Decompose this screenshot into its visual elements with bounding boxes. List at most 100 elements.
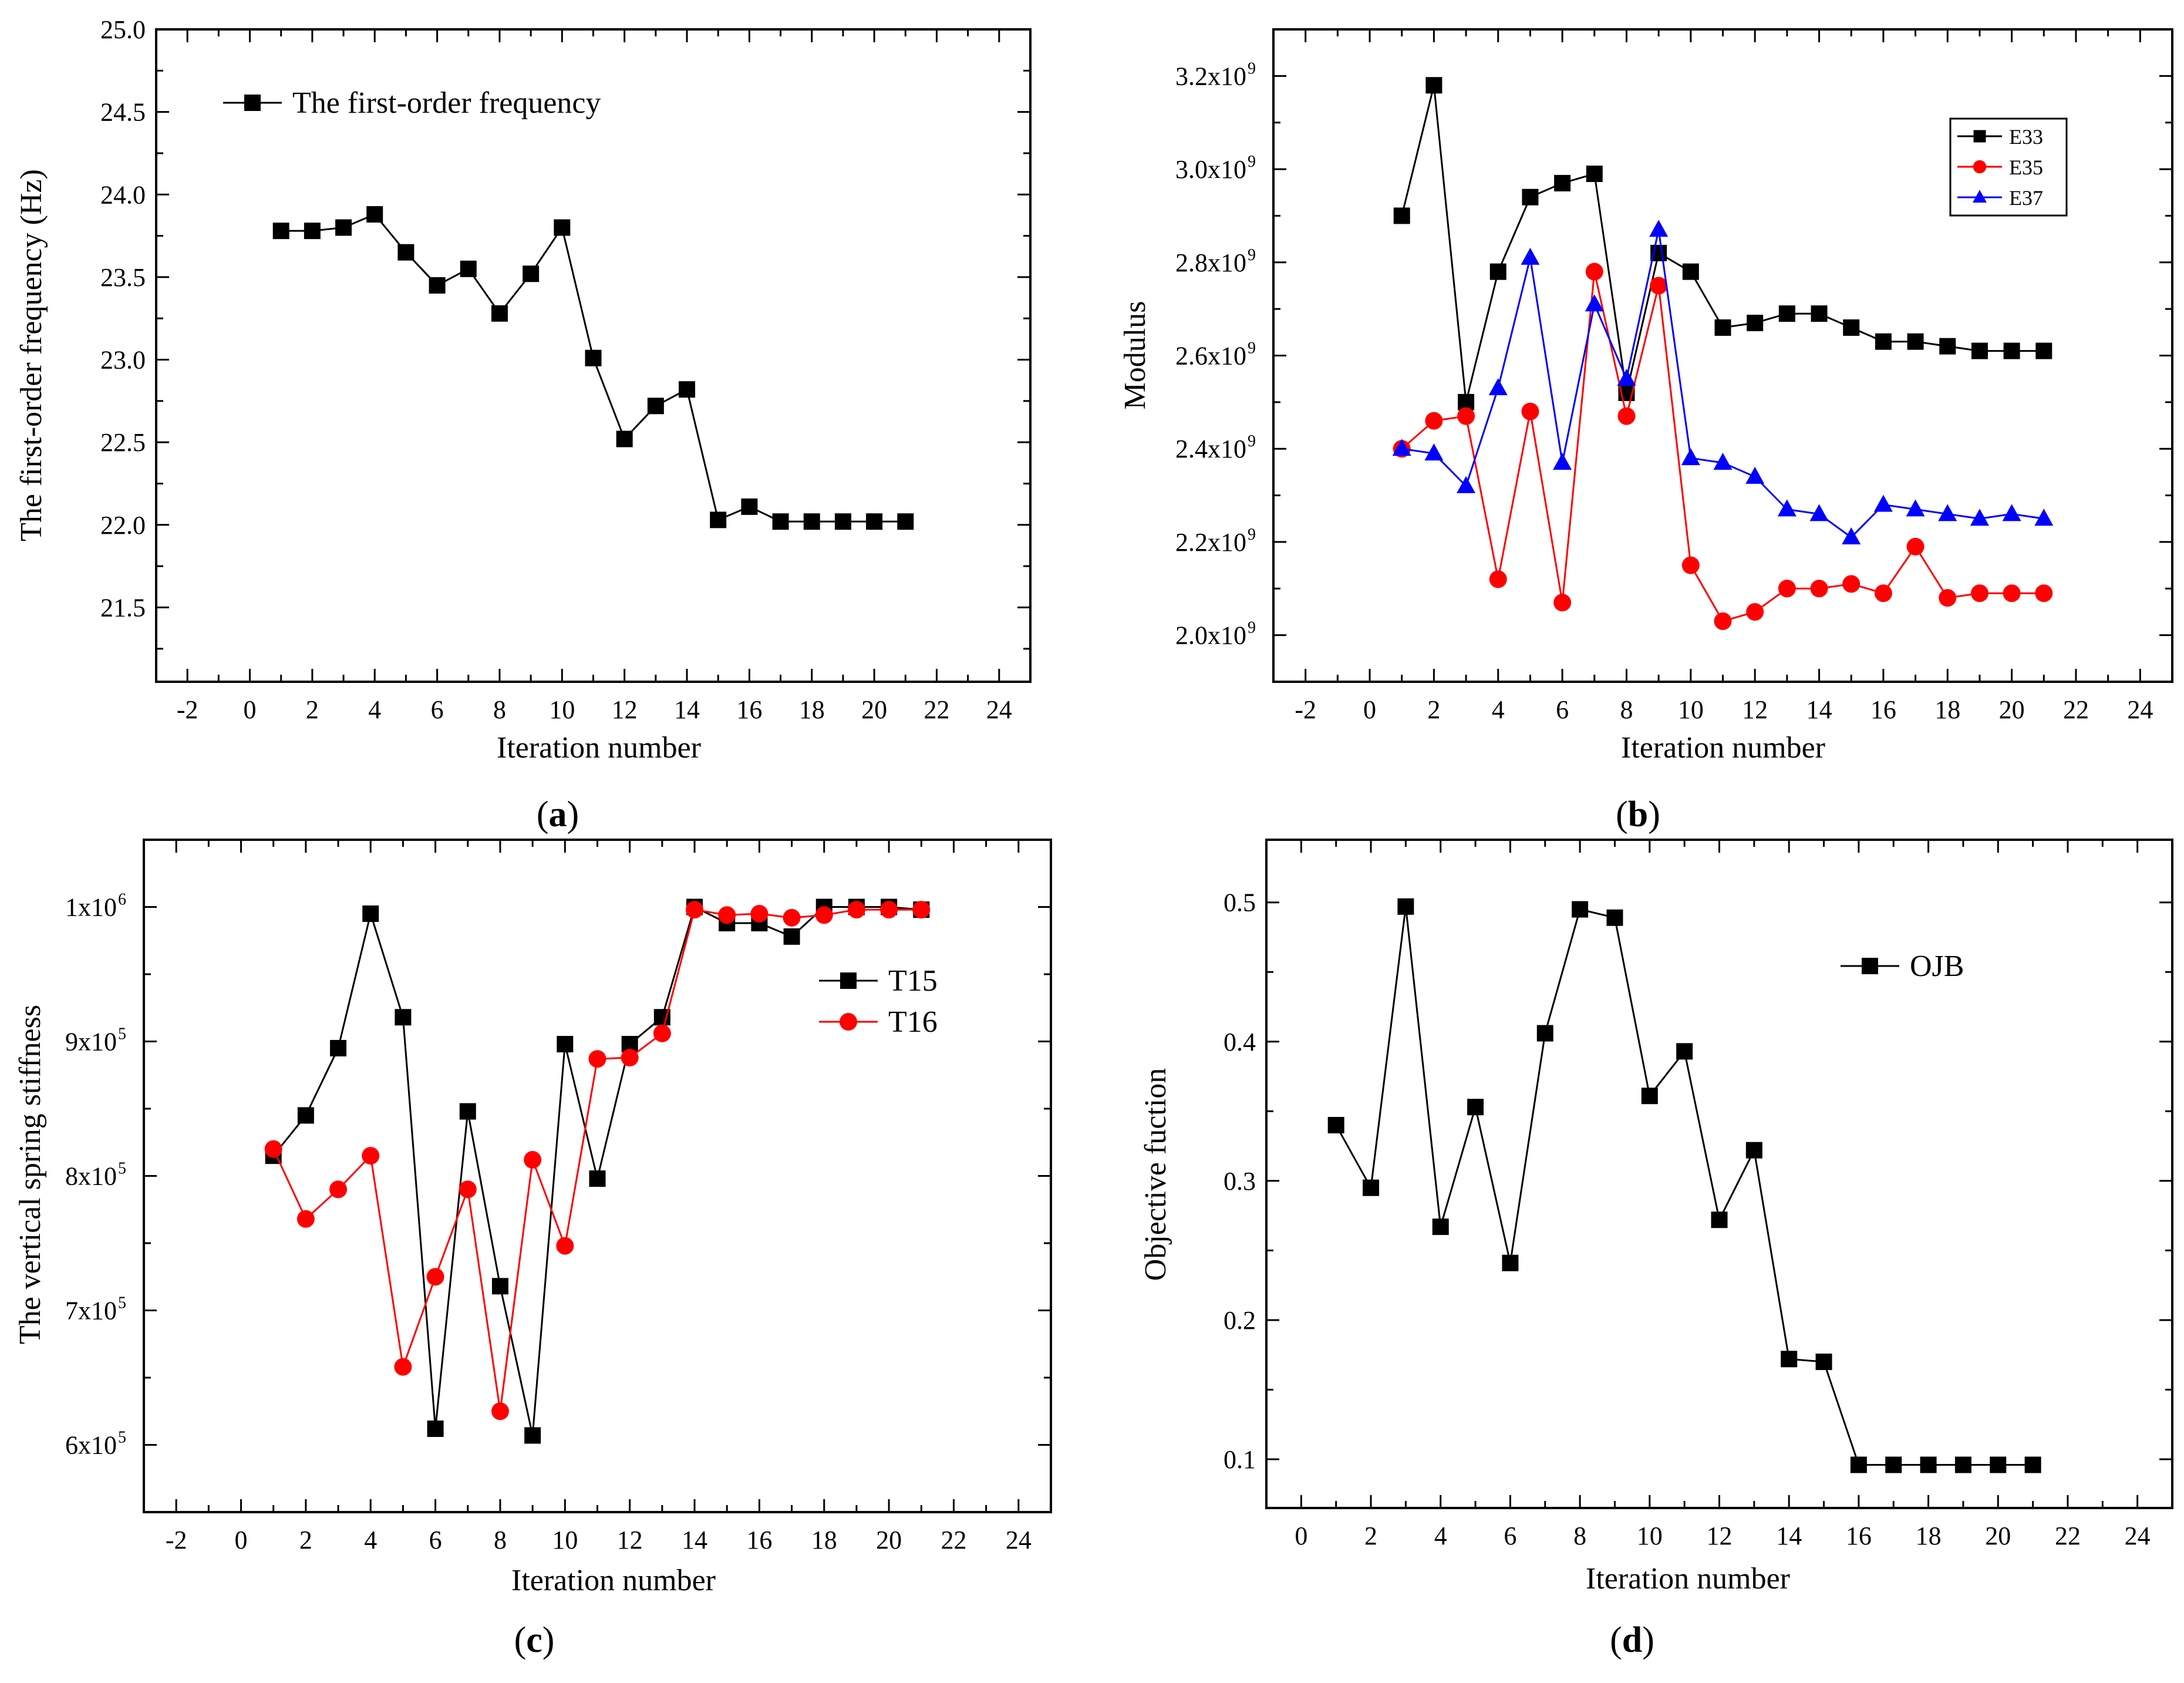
x-tick-label: 2 [1427,695,1440,724]
data-point [426,1268,444,1286]
data-point [1536,1025,1553,1042]
data-point [1617,407,1636,425]
data-point [1488,378,1508,396]
data-point [1714,612,1732,630]
data-point [1842,527,1861,544]
data-point [1811,305,1828,322]
data-point [1711,1211,1728,1228]
x-tick-label: 12 [1742,695,1768,724]
series-line [281,213,906,523]
data-point [1327,1117,1344,1134]
data-point [1489,570,1507,588]
y-tick-label: 0.3 [1224,1167,1256,1196]
data-point [686,901,704,919]
data-point [329,1180,348,1199]
series-line [1401,85,2044,403]
data-point [1649,220,1669,237]
y-tick-label: 2.0x10 [1175,621,1246,650]
legend-label: E35 [2009,156,2043,179]
x-tick-label: 24 [1006,1526,1032,1554]
legend-label: The first-order frequency [292,86,601,120]
data-point [1425,412,1443,430]
x-tick-label: 10 [549,695,575,724]
data-point [1681,556,1700,574]
data-point [1875,333,1892,350]
x-tick-label: 24 [986,695,1012,724]
x-tick-label: 8 [493,695,506,724]
data-point [1681,448,1700,466]
x-tick-label: 0 [1295,1522,1307,1550]
x-tick-label: 6 [429,1526,442,1554]
data-point [1585,294,1604,312]
data-point [1938,504,1957,521]
data-point [815,906,833,924]
data-point [912,901,931,919]
data-point [1682,263,1699,280]
x-tick-label: 18 [1916,1522,1942,1550]
data-point [710,511,727,529]
data-point [1970,584,1988,602]
x-tick-label: 10 [1637,1522,1663,1550]
legend-marker [1973,190,1987,203]
x-tick-label: 16 [746,1526,772,1554]
x-tick-label: 24 [2127,695,2153,724]
y-tick-label: 22.0 [100,511,146,540]
data-point [1745,466,1765,484]
y-tick-exponent: 5 [118,1294,126,1312]
x-axis-title: Iteration number [1621,731,1825,765]
y-tick-label: 8x10 [65,1162,117,1191]
x-tick-label: 6 [1556,695,1569,724]
data-point [1874,584,1892,602]
y-axis-title: Objective fuction [1139,1068,1172,1281]
data-point [1939,338,1956,355]
y-tick-label: 3.0x10 [1175,155,1246,184]
y-tick-exponent: 9 [1248,619,1256,637]
chart-panel-d: 0 2 4 6 8 10 12 14 16 18 20 22 240.10.20.30.40.5Iter… [1139,839,2173,1660]
series-e35 [1393,262,2053,630]
data-point [1809,504,1829,521]
data-point [803,513,820,530]
y-tick-exponent: 9 [1248,432,1256,450]
x-tick-label: 20 [861,695,887,724]
data-point [2003,584,2021,602]
data-point [1745,1142,1762,1159]
legend-label: E33 [2009,125,2043,149]
y-tick-exponent: 5 [118,1160,126,1178]
y-tick-exponent: 9 [1248,339,1256,358]
data-point [772,513,789,530]
series-e37 [1392,220,2054,544]
x-tick-label: 16 [1870,695,1896,724]
data-point [1810,580,1828,598]
x-tick-label: 10 [1678,695,1704,724]
data-point [1971,342,1988,359]
y-tick-label: 0.5 [1224,888,1256,917]
legend-marker [1973,160,1987,174]
data-point [1746,602,1764,621]
data-point [524,1427,541,1444]
data-point [1553,453,1572,470]
data-point [1521,402,1539,420]
y-tick-label: 22.5 [100,428,146,457]
data-point [647,398,664,415]
data-point [1990,1456,2007,1473]
data-point [588,1050,606,1068]
y-tick-label: 23.0 [100,346,146,375]
data-point [296,1210,315,1228]
data-point [1907,333,1924,350]
y-tick-exponent: 9 [1248,526,1256,544]
data-point [1954,1456,1971,1473]
y-tick-label: 1x10 [65,893,117,922]
data-point [1747,314,1764,331]
x-tick-label: 18 [1934,695,1960,724]
x-tick-label: 16 [1846,1522,1872,1550]
data-point [653,1024,671,1042]
x-tick-label: 14 [674,695,700,724]
data-point [304,223,321,240]
data-point [880,901,898,919]
x-tick-label: 0 [1363,695,1376,724]
data-point [1393,207,1410,224]
x-tick-label: 14 [1776,1522,1802,1550]
x-axis-title: Iteration number [511,1564,716,1597]
data-point [1617,369,1636,386]
y-tick-exponent: 9 [1248,246,1256,264]
